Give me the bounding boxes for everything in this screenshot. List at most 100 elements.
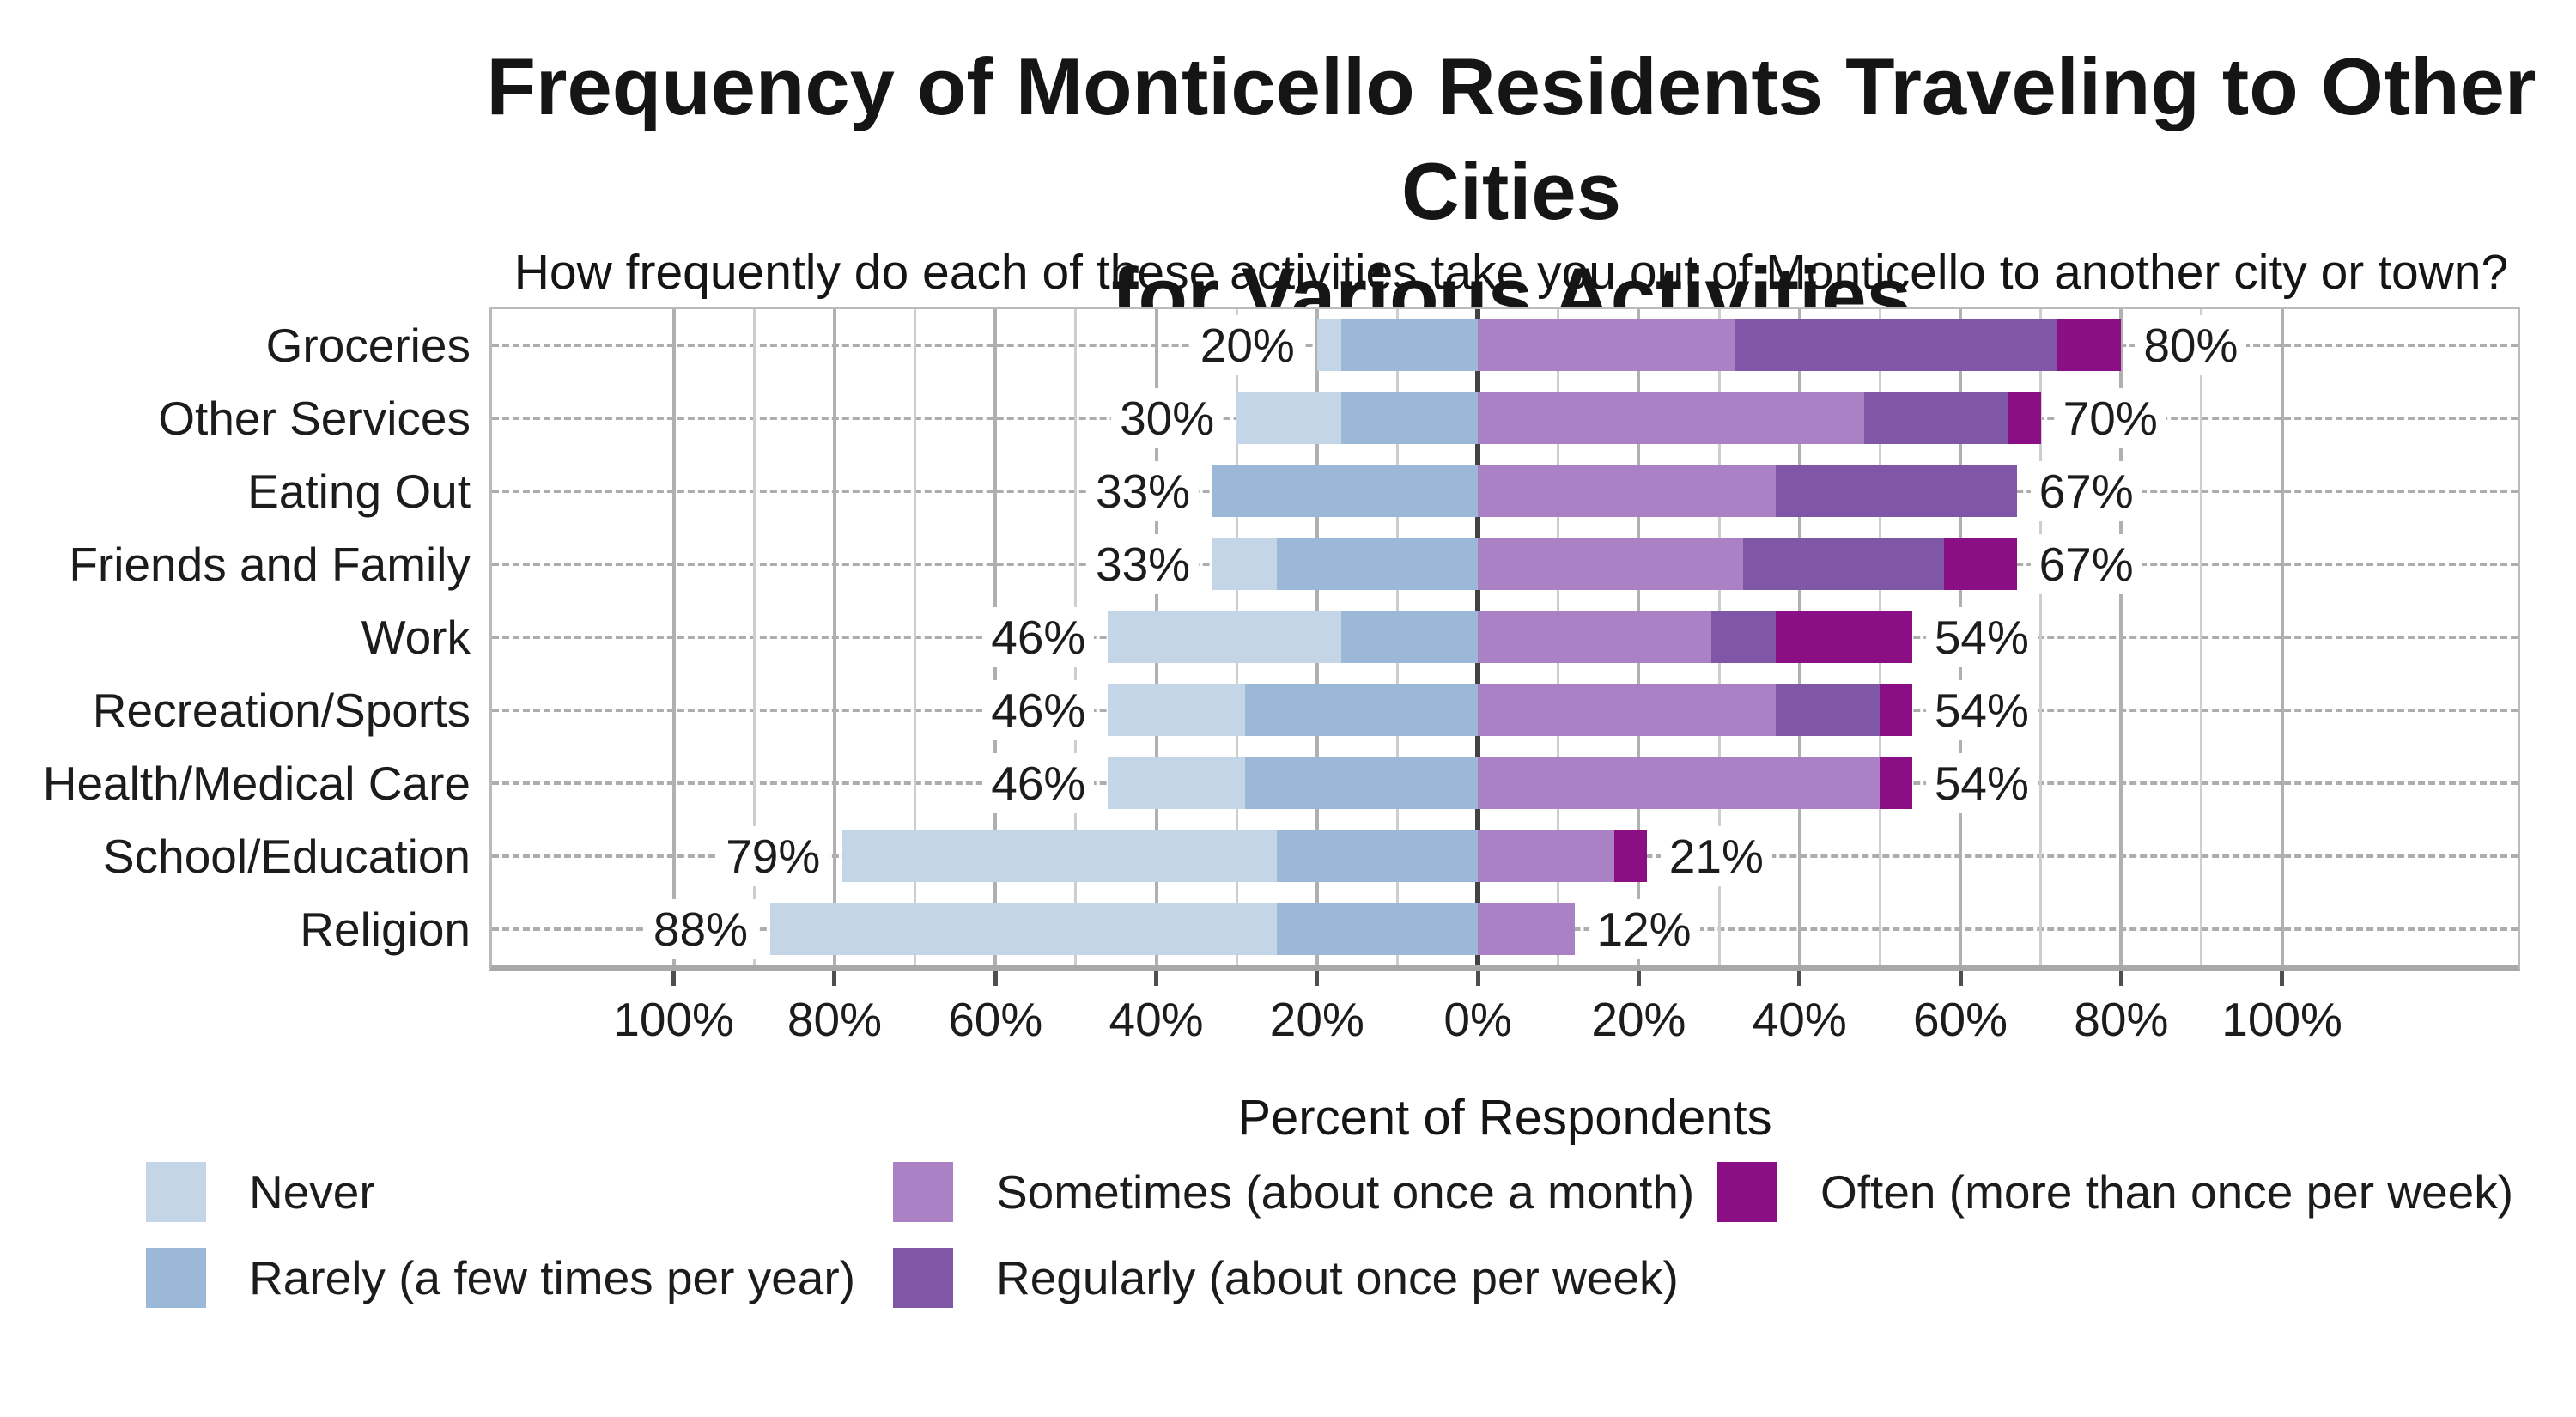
left-total-label: 88%: [644, 898, 757, 959]
gridline-major: [2119, 309, 2123, 965]
legend-swatch: [893, 1248, 953, 1308]
x-axis-tick-label: 80%: [787, 993, 882, 1046]
x-axis-tick: [1475, 971, 1480, 986]
bar-segment-sometimes: [1478, 684, 1776, 736]
right-total-label: 54%: [1925, 752, 2038, 813]
x-axis-tick-label: 80%: [2074, 993, 2169, 1046]
left-total-label: 46%: [982, 607, 1095, 667]
x-axis-tick: [671, 971, 677, 986]
category-label: Friends and Family: [69, 538, 471, 592]
gridline-major: [671, 309, 676, 965]
bar-segment-often: [1880, 684, 1912, 736]
x-axis-tick-label: 60%: [948, 993, 1043, 1046]
bar-segment-rarely: [1277, 830, 1479, 882]
x-axis-tick-label: 20%: [1591, 993, 1686, 1046]
right-total-label: 67%: [2030, 461, 2142, 522]
bar-segment-never: [1236, 392, 1341, 445]
left-total-label: 33%: [1086, 461, 1200, 522]
bar-segment-sometimes: [1478, 319, 1735, 372]
legend-swatch: [1717, 1162, 1777, 1222]
legend-label: Sometimes (about once a month): [996, 1165, 1695, 1219]
bar-segment-never: [1212, 538, 1277, 591]
bar-segment-often: [2008, 392, 2041, 445]
bar-segment-sometimes: [1478, 611, 1711, 663]
legend-item: Regularly (about once per week): [893, 1248, 1679, 1308]
x-axis-tick-label: 40%: [1752, 993, 1847, 1046]
category-label: Religion: [300, 902, 471, 956]
bar-segment-often: [1880, 757, 1912, 809]
bar-segment-never: [1108, 757, 1245, 809]
bar-segment-never: [1108, 684, 1245, 736]
right-total-label: 12%: [1588, 898, 1700, 959]
right-total-label: 80%: [2135, 315, 2247, 376]
legend-item: Rarely (a few times per year): [146, 1248, 855, 1308]
x-axis-tick: [2118, 971, 2123, 986]
bar-segment-never: [1316, 319, 1341, 372]
chart-title: Frequency of Monticello Residents Travel…: [447, 34, 2576, 350]
bar-segment-rarely: [1244, 757, 1479, 809]
right-total-label: 67%: [2030, 534, 2142, 595]
x-axis-tick: [1636, 971, 1641, 986]
gridline-minor: [2200, 309, 2203, 965]
bar-segment-often: [2057, 319, 2122, 372]
legend-item: Often (more than once per week): [1717, 1162, 2513, 1222]
bar-segment-often: [1775, 611, 1912, 663]
category-label: School/Education: [102, 829, 471, 883]
x-axis-tick: [1797, 971, 1802, 986]
plot-inner: 20% 80% 30% 70% 33% 67% 33% 67% 46% 54% 46% 54% 46% 5…: [492, 309, 2518, 965]
bar-segment-sometimes: [1478, 392, 1864, 445]
legend-label: Regularly (about once per week): [996, 1251, 1679, 1304]
x-axis-tick-label: 100%: [2221, 993, 2342, 1046]
gridline-major: [2280, 309, 2284, 965]
gridline-major: [832, 309, 836, 965]
bar-segment-sometimes: [1478, 903, 1575, 955]
bar-segment-regularly: [1775, 465, 2017, 518]
bar-segment-sometimes: [1478, 757, 1880, 809]
legend-swatch: [146, 1162, 206, 1222]
x-axis-tick: [1154, 971, 1159, 986]
x-axis-tick: [993, 971, 998, 986]
legend-swatch: [146, 1248, 206, 1308]
left-total-label: 79%: [717, 825, 829, 886]
x-axis-tick: [1958, 971, 1963, 986]
left-total-label: 46%: [982, 679, 1095, 740]
legend-swatch: [893, 1162, 953, 1222]
category-label: Groceries: [265, 319, 471, 373]
bar-segment-rarely: [1277, 538, 1479, 591]
left-total-label: 46%: [982, 752, 1095, 813]
category-label: Health/Medical Care: [42, 756, 471, 810]
bar-segment-regularly: [1710, 611, 1776, 663]
legend-item: Never: [146, 1162, 375, 1222]
bar-segment-rarely: [1277, 903, 1479, 955]
category-label: Eating Out: [247, 465, 471, 519]
bar-segment-never: [1108, 611, 1341, 663]
legend-item: Sometimes (about once a month): [893, 1162, 1694, 1222]
bar-segment-rarely: [1340, 611, 1479, 663]
bar-segment-rarely: [1244, 684, 1479, 736]
bar-segment-sometimes: [1478, 465, 1776, 518]
bar-segment-regularly: [1743, 538, 1945, 591]
x-axis-tick: [1315, 971, 1320, 986]
x-axis-tick-label: 20%: [1269, 993, 1364, 1046]
bar-segment-regularly: [1735, 319, 2057, 372]
bar-segment-sometimes: [1478, 538, 1744, 591]
legend-label: Rarely (a few times per year): [249, 1251, 856, 1304]
gridline-minor: [2039, 309, 2043, 965]
bar-segment-regularly: [1775, 684, 1880, 736]
x-axis-tick-label: 40%: [1109, 993, 1204, 1046]
bar-segment-often: [1614, 830, 1647, 882]
right-total-label: 54%: [1925, 679, 2038, 740]
x-axis-tick-label: 60%: [1912, 993, 2008, 1046]
bar-segment-regularly: [1863, 392, 2009, 445]
bar-segment-often: [1944, 538, 2017, 591]
category-label: Recreation/Sports: [92, 683, 471, 737]
bar-segment-never: [842, 830, 1277, 882]
legend-label: Often (more than once per week): [1820, 1165, 2514, 1219]
category-label: Work: [361, 611, 471, 664]
x-axis-tick: [2280, 971, 2285, 986]
bar-segment-never: [770, 903, 1277, 955]
x-axis-tick-label: 0%: [1443, 993, 1512, 1046]
left-total-label: 20%: [1191, 315, 1303, 376]
category-label: Other Services: [158, 392, 471, 446]
